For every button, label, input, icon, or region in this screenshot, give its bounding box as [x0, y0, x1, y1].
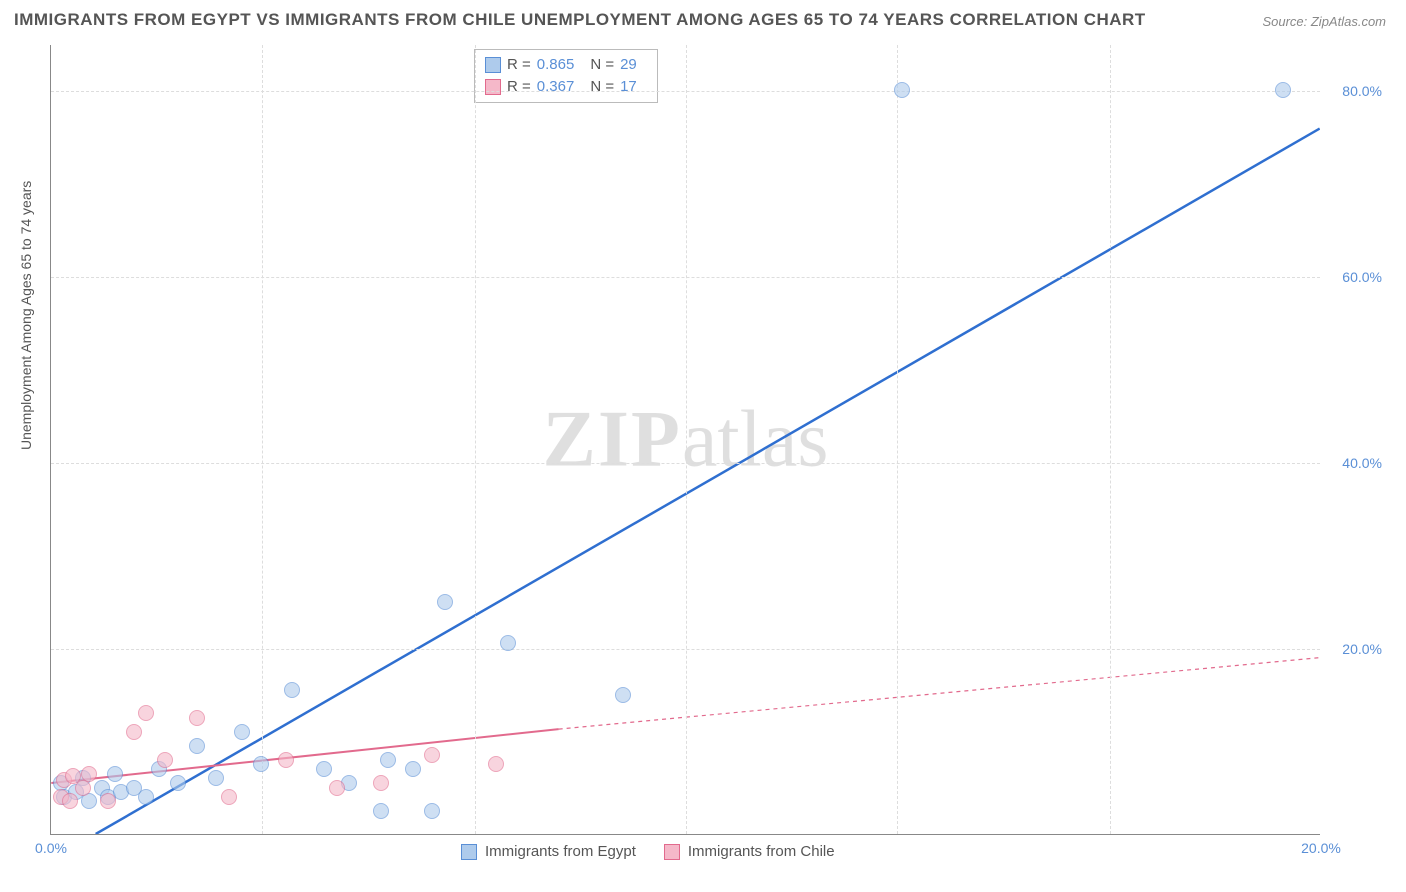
data-point-egypt [500, 635, 516, 651]
legend-n-value-egypt: 29 [620, 54, 637, 76]
data-point-egypt [284, 682, 300, 698]
legend-r-value-egypt: 0.865 [537, 54, 575, 76]
x-tick-label: 0.0% [35, 840, 67, 856]
data-point-egypt [208, 770, 224, 786]
data-point-egypt [107, 766, 123, 782]
data-point-chile [81, 766, 97, 782]
gridline-vertical [262, 45, 263, 834]
legend-n-label: N = [590, 76, 614, 98]
data-point-egypt [253, 756, 269, 772]
data-point-chile [189, 710, 205, 726]
data-point-chile [75, 780, 91, 796]
data-point-egypt [138, 789, 154, 805]
legend-swatch-chile [664, 844, 680, 860]
legend-series: Immigrants from Egypt Immigrants from Chi… [461, 843, 835, 860]
y-tick-label: 60.0% [1342, 269, 1382, 285]
data-point-egypt [81, 793, 97, 809]
data-point-chile [138, 705, 154, 721]
data-point-egypt [405, 761, 421, 777]
legend-label-chile: Immigrants from Chile [688, 843, 835, 860]
watermark-zip: ZIP [543, 395, 682, 483]
gridline-vertical [1110, 45, 1111, 834]
data-point-egypt [380, 752, 396, 768]
x-tick-label: 20.0% [1301, 840, 1341, 856]
data-point-chile [157, 752, 173, 768]
data-point-chile [329, 780, 345, 796]
legend-item-egypt: Immigrants from Egypt [461, 843, 636, 860]
gridline-vertical [897, 45, 898, 834]
data-point-chile [62, 793, 78, 809]
gridline-vertical [686, 45, 687, 834]
data-point-chile [488, 756, 504, 772]
legend-stats: R = 0.865 N = 29 R = 0.367 N = 17 [474, 49, 658, 103]
legend-stat-row-chile: R = 0.367 N = 17 [485, 76, 647, 98]
data-point-chile [373, 775, 389, 791]
data-point-egypt [170, 775, 186, 791]
y-tick-label: 40.0% [1342, 455, 1382, 471]
legend-r-label: R = [507, 76, 531, 98]
legend-label-egypt: Immigrants from Egypt [485, 843, 636, 860]
data-point-chile [100, 793, 116, 809]
data-point-egypt [189, 738, 205, 754]
legend-n-value-chile: 17 [620, 76, 637, 98]
data-point-egypt [373, 803, 389, 819]
plot-area: ZIPatlas R =0.865N =29R =0.367N =17 Immi… [50, 45, 1320, 835]
legend-r-value-chile: 0.367 [537, 76, 575, 98]
legend-stat-row-egypt: R = 0.865 N = 29 [485, 54, 647, 76]
legend-swatch-egypt [485, 57, 501, 73]
legend-n-label: N = [590, 54, 614, 76]
gridline-vertical [475, 45, 476, 834]
data-point-egypt [894, 82, 910, 98]
y-tick-label: 20.0% [1342, 641, 1382, 657]
source-attribution: Source: ZipAtlas.com [1262, 14, 1386, 29]
data-point-egypt [424, 803, 440, 819]
data-point-egypt [615, 687, 631, 703]
y-tick-label: 80.0% [1342, 83, 1382, 99]
legend-item-chile: Immigrants from Chile [664, 843, 835, 860]
data-point-chile [424, 747, 440, 763]
watermark-atlas: atlas [682, 395, 829, 483]
legend-swatch-egypt [461, 844, 477, 860]
legend-swatch-chile [485, 79, 501, 95]
chart-title: IMMIGRANTS FROM EGYPT VS IMMIGRANTS FROM… [14, 10, 1146, 30]
legend-r-label: R = [507, 54, 531, 76]
data-point-chile [221, 789, 237, 805]
data-point-egypt [234, 724, 250, 740]
data-point-egypt [437, 594, 453, 610]
data-point-egypt [316, 761, 332, 777]
data-point-egypt [1275, 82, 1291, 98]
y-axis-label: Unemployment Among Ages 65 to 74 years [18, 181, 34, 450]
data-point-chile [278, 752, 294, 768]
data-point-chile [126, 724, 142, 740]
